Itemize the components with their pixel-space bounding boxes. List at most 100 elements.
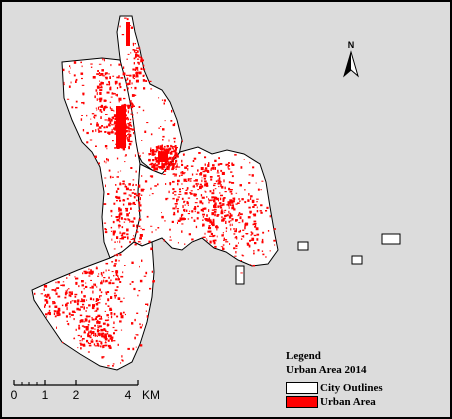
urban-patch xyxy=(107,298,110,302)
urban-patch xyxy=(75,106,78,109)
urban-patch xyxy=(66,320,68,322)
urban-patch xyxy=(139,234,143,237)
urban-patch xyxy=(61,304,64,307)
urban-patch xyxy=(140,57,143,60)
urban-patch xyxy=(122,147,126,151)
urban-patch xyxy=(114,241,116,243)
urban-patch xyxy=(204,183,207,187)
urban-patch xyxy=(251,232,254,235)
urban-patch xyxy=(115,278,118,281)
urban-patch xyxy=(187,218,190,220)
urban-patch xyxy=(100,116,102,119)
urban-patch xyxy=(95,309,98,312)
urban-patch xyxy=(174,122,176,125)
urban-patch xyxy=(88,344,92,347)
urban-patch xyxy=(111,238,113,241)
urban-patch xyxy=(174,194,177,196)
urban-patch xyxy=(201,202,204,205)
urban-patch xyxy=(206,219,209,222)
urban-patch xyxy=(115,127,118,131)
urban-patch xyxy=(146,122,149,124)
urban-patch xyxy=(99,97,103,101)
urban-patch xyxy=(116,253,119,257)
urban-patch xyxy=(118,215,121,218)
urban-patch xyxy=(125,123,127,126)
urban-patch xyxy=(121,104,125,106)
urban-patch xyxy=(195,173,198,175)
urban-patch xyxy=(223,210,225,212)
urban-patch xyxy=(104,228,106,230)
urban-patch xyxy=(132,183,134,186)
urban-patch xyxy=(202,213,205,216)
urban-patch xyxy=(207,164,210,167)
urban-patch xyxy=(90,63,93,65)
urban-patch xyxy=(113,114,117,117)
urban-patch xyxy=(109,175,112,179)
urban-patch xyxy=(174,173,178,175)
urban-patch xyxy=(136,55,140,57)
urban-patch xyxy=(95,107,97,109)
urban-patch xyxy=(116,135,119,139)
urban-patch xyxy=(117,278,120,281)
urban-patch xyxy=(269,215,271,218)
urban-patch xyxy=(101,274,103,277)
urban-patch xyxy=(83,326,86,328)
urban-patch xyxy=(66,303,68,306)
urban-patch xyxy=(135,49,137,51)
urban-patch xyxy=(75,328,77,331)
urban-patch xyxy=(177,179,180,183)
urban-patch xyxy=(253,250,255,252)
urban-patch xyxy=(158,151,160,153)
urban-patch xyxy=(172,180,175,183)
urban-patch xyxy=(235,219,238,221)
urban-patch xyxy=(109,118,111,122)
urban-patch xyxy=(112,232,115,236)
urban-patch xyxy=(116,93,118,97)
urban-patch xyxy=(100,272,103,275)
urban-patch xyxy=(217,179,219,181)
urban-patch xyxy=(100,73,104,76)
urban-patch xyxy=(118,129,120,132)
urban-patch xyxy=(171,220,174,223)
urban-patch xyxy=(254,226,257,228)
urban-patch xyxy=(139,279,143,283)
urban-patch xyxy=(107,344,111,348)
urban-patch xyxy=(197,182,199,185)
urban-patch xyxy=(100,291,103,294)
urban-patch xyxy=(118,217,121,219)
urban-patch xyxy=(249,211,252,214)
urban-patch xyxy=(137,294,139,297)
urban-patch xyxy=(221,171,225,175)
urban-patch xyxy=(231,206,235,210)
urban-patch xyxy=(137,152,140,154)
urban-patch xyxy=(186,165,189,167)
urban-patch xyxy=(173,211,176,215)
urban-patch xyxy=(136,224,138,228)
urban-patch xyxy=(112,363,115,365)
urban-patch xyxy=(140,194,143,196)
urban-patch xyxy=(148,153,150,156)
urban-patch xyxy=(214,159,217,162)
urban-patch xyxy=(107,291,110,293)
urban-patch xyxy=(177,219,181,222)
urban-patch xyxy=(269,250,271,252)
urban-patch xyxy=(181,223,184,225)
urban-patch xyxy=(228,162,230,164)
urban-patch xyxy=(262,231,265,234)
urban-patch xyxy=(256,198,259,200)
urban-patch xyxy=(131,322,134,325)
urban-patch xyxy=(112,326,115,329)
urban-patch xyxy=(188,210,191,212)
urban-patch xyxy=(135,79,139,83)
urban-patch xyxy=(175,145,177,148)
urban-patch xyxy=(181,217,185,221)
urban-patch xyxy=(106,314,109,317)
urban-patch xyxy=(183,209,185,212)
urban-patch xyxy=(81,284,84,287)
urban-patch xyxy=(131,261,134,264)
urban-patch xyxy=(101,356,104,359)
urban-patch xyxy=(225,227,228,230)
urban-patch xyxy=(62,68,65,72)
urban-patch xyxy=(208,225,210,228)
urban-patch xyxy=(119,240,121,244)
